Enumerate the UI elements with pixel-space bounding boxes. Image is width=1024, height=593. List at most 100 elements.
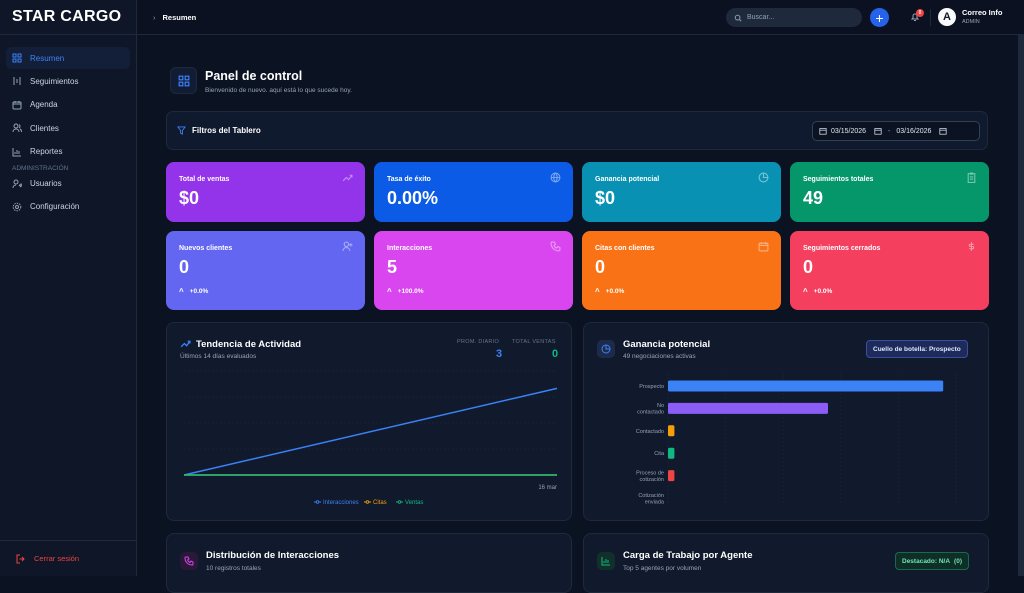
page-subtitle: Bienvenido de nuevo. aquí está lo que su… (205, 87, 352, 94)
stat-card-seguimientos-totales[interactable]: Seguimientos totales 49 (790, 162, 989, 222)
search-input[interactable]: Buscar... (726, 8, 862, 27)
user-plus-icon (342, 241, 353, 251)
date-to-input[interactable]: 03/16/2026 (896, 127, 932, 135)
bell-icon[interactable] (910, 12, 920, 22)
filters-title-label: Filtros del Tablero (192, 126, 261, 135)
stat-label: Ganancia potencial (595, 176, 660, 183)
sidebar-item-label: Clientes (30, 123, 59, 133)
stat-delta: ^ +100.0% (387, 287, 424, 296)
user-name: Correo Info (962, 8, 1003, 17)
arrow-up-icon: ^ (387, 287, 392, 296)
chart-icon (12, 147, 21, 157)
featured-label: Destacado: N/A (902, 557, 951, 565)
trend-icon (180, 340, 191, 348)
stat-card-seguimientos-cerrados[interactable]: Seguimientos cerrados 0 ^ +0.0% (790, 231, 989, 310)
globe-icon (550, 172, 561, 183)
stat-value: 0 (803, 257, 814, 277)
legend-label: Interacciones (323, 500, 359, 506)
sidebar-item-usuarios[interactable]: Usuarios (6, 173, 130, 195)
avg-label: PROM. DIARIO (457, 339, 500, 345)
potential-title: Ganancia potencial (623, 339, 711, 350)
date-from-input[interactable]: 03/15/2026 (831, 127, 867, 135)
activity-line-chart: 16 mar Interacciones Citas Ventas (183, 370, 558, 506)
potential-panel: Ganancia potencial 49 negociaciones acti… (583, 322, 989, 521)
sidebar-item-label: Agenda (30, 100, 58, 110)
sidebar-item-label: Usuarios (30, 179, 62, 189)
arrow-up-icon: ^ (179, 287, 184, 296)
sidebar-item-resumen[interactable]: Resumen (6, 47, 130, 69)
potential-subtitle: 49 negociaciones activas (623, 353, 696, 360)
bar (668, 380, 944, 392)
sidebar-item-agenda[interactable]: Agenda (6, 94, 130, 116)
workload-subtitle: Top 5 agentes por volumen (623, 565, 702, 572)
sidebar-item-configuracion[interactable]: Configuración (6, 196, 130, 218)
dashboard-icon (12, 53, 22, 63)
stat-value: 5 (387, 257, 398, 277)
dollar-icon (968, 242, 975, 251)
scrollbar[interactable] (1018, 35, 1024, 576)
brand-logo: STAR CARGO (0, 0, 136, 35)
category-label: Proceso de (636, 470, 664, 476)
stat-card-interacciones[interactable]: Interacciones 5 ^ +100.0% (374, 231, 573, 310)
sidebar-section-label: ADMINISTRACIÓN (12, 164, 69, 172)
dashboard-header-icon (170, 67, 197, 94)
stat-value: 49 (803, 188, 824, 208)
logout-button[interactable]: Cerrar sesión (0, 540, 136, 576)
add-button[interactable]: + (870, 8, 889, 27)
page-title: Panel de control (205, 69, 303, 83)
arrow-up-icon: ^ (595, 287, 600, 296)
topbar: › Resumen Buscar... + 8 A Correo Info ADM… (137, 0, 1024, 35)
calendar-icon (758, 242, 769, 252)
pie-icon (758, 172, 769, 183)
stat-value: 0 (179, 257, 190, 277)
category-label: Cita (654, 451, 665, 457)
sidebar-item-clientes[interactable]: Clientes (6, 117, 130, 139)
sidebar-nav: Resumen Seguimientos Agenda Clientes Rep… (0, 35, 136, 231)
arrow-up-icon: ^ (803, 287, 808, 296)
stat-delta-value: +100.0% (397, 288, 424, 295)
user-role: ADMIN (962, 19, 980, 25)
stat-value: 0.00% (387, 188, 439, 208)
category-label: No (657, 403, 664, 409)
breadcrumb-current: Resumen (162, 12, 197, 22)
total-label: TOTAL VENTAS (512, 339, 556, 345)
stat-label: Nuevos clientes (179, 245, 233, 252)
calendar-icon (819, 128, 827, 135)
stat-card-citas[interactable]: Citas con clientes 0 ^ +0.0% (582, 231, 781, 310)
stat-label: Interacciones (387, 245, 433, 252)
sidebar: STAR CARGO Resumen Seguimientos Agenda C… (0, 0, 137, 576)
chevron-right-icon: › (153, 12, 156, 22)
legend-label: Citas (373, 500, 387, 506)
stat-card-tasa-exito[interactable]: Tasa de éxito 0.00% (374, 162, 573, 222)
avatar[interactable]: A (938, 8, 956, 26)
sidebar-item-label: Resumen (30, 53, 65, 63)
sidebar-item-reportes[interactable]: Reportes (6, 141, 130, 163)
bottleneck-badge: Cuello de botella: Prospecto (866, 340, 968, 358)
calendar-picker-icon[interactable] (874, 127, 882, 135)
activity-trend-panel: Tendencia de Actividad Últimos 14 días e… (166, 322, 572, 521)
pie-icon (597, 340, 615, 358)
stat-card-ganancia-potencial[interactable]: Ganancia potencial $0 (582, 162, 781, 222)
stat-delta-value: +0.0% (605, 288, 625, 295)
sidebar-item-seguimientos[interactable]: Seguimientos (6, 70, 130, 92)
workload-title: Carga de Trabajo por Agente (623, 550, 753, 561)
avg-value: 3 (496, 348, 503, 360)
category-label: Contactado (636, 429, 664, 435)
workload-panel: Carga de Trabajo por Agente Top 5 agente… (583, 533, 989, 593)
stat-label: Citas con clientes (595, 245, 655, 252)
breadcrumb: › Resumen (153, 13, 196, 22)
category-label: contactado (637, 410, 664, 416)
date-separator: - (888, 127, 891, 135)
stat-card-total-ventas[interactable]: Total de ventas $0 (166, 162, 365, 222)
stat-label: Tasa de éxito (387, 176, 431, 183)
legend-label: Ventas (405, 500, 423, 506)
filters-title: Filtros del Tablero (177, 126, 261, 135)
gear-icon (12, 202, 22, 212)
filter-icon (177, 126, 186, 135)
stat-delta: ^ +0.0% (179, 287, 208, 296)
calendar-picker-icon[interactable] (939, 127, 948, 135)
sidebar-item-label: Reportes (30, 147, 63, 157)
x-tick-label: 16 mar (538, 485, 557, 491)
stat-card-nuevos-clientes[interactable]: Nuevos clientes 0 ^ +0.0% (166, 231, 365, 310)
